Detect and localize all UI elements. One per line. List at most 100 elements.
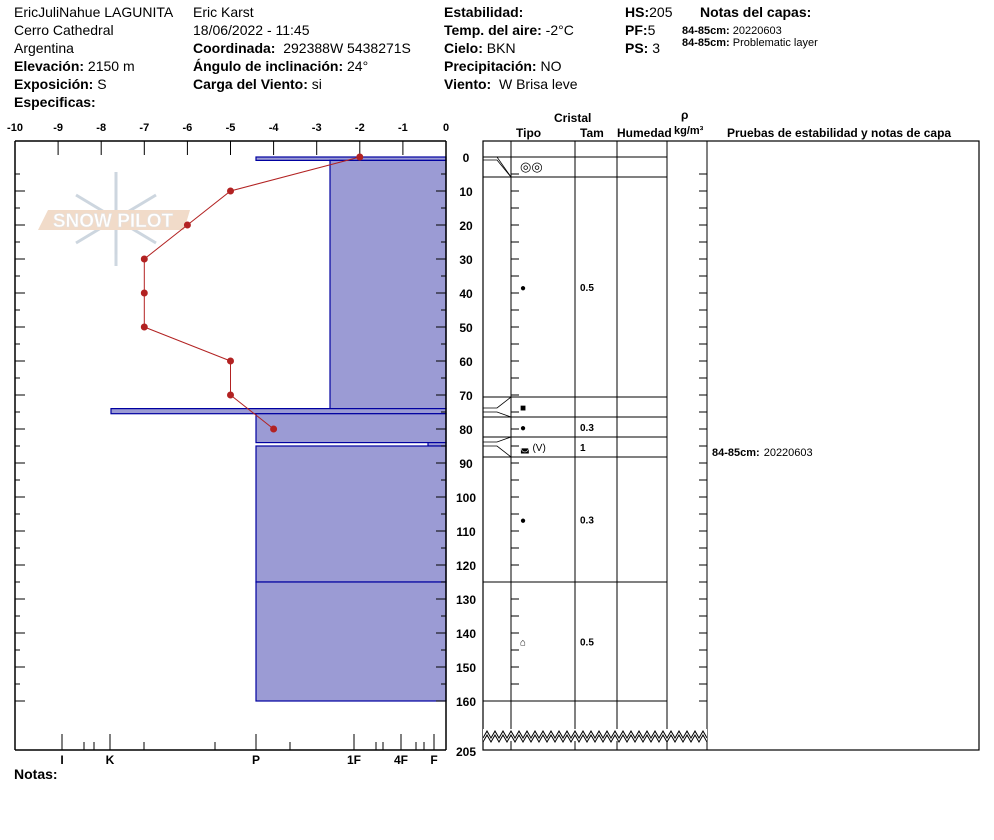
coord-label: Coordinada:	[193, 40, 276, 56]
stability-label: Estabilidad:	[444, 4, 524, 20]
hardness-tick-label: K	[106, 753, 115, 767]
logo-text: SNOW PILOT	[53, 211, 174, 232]
ps-value: 3	[652, 40, 661, 56]
depth-tick-label: 110	[456, 525, 476, 539]
table-border	[482, 140, 980, 751]
wind-load: Carga del Viento: si	[193, 76, 322, 92]
temperature-point	[227, 391, 234, 399]
hardness-layer-bar	[110, 408, 447, 415]
depth-tick-label: 80	[459, 423, 473, 437]
depth-tick-label: 20	[459, 219, 473, 233]
temperature-line	[143, 156, 360, 430]
crystal-type-symbol: ●	[520, 423, 526, 434]
tests-notes-header: Pruebas de estabilidad y notas de capa	[727, 126, 952, 140]
crystal-type-symbol: ■	[520, 403, 526, 414]
hardness-layers	[110, 156, 447, 702]
crystal-type-symbol: ◎◎	[520, 159, 543, 174]
temp-tick-label: -5	[226, 122, 236, 134]
depth-connector	[483, 159, 512, 178]
depth-tick-label: 40	[459, 287, 473, 301]
slope-value: 24°	[347, 58, 369, 74]
layer-test-note-value: 20220603	[764, 447, 813, 459]
axes: -10 -9 -8 -7 -6 -5 -4 -3 -2 -1 0010203040506070809…	[7, 122, 476, 767]
ps: PS: 3	[625, 40, 660, 56]
depth-connector	[483, 396, 512, 409]
crystal-size: 0.5	[580, 283, 594, 294]
crystal-size: 0.3	[580, 516, 594, 527]
hardness-tick-label: P	[252, 753, 260, 767]
temp-tick-label: -1	[398, 122, 408, 134]
sky-value: BKN	[486, 40, 516, 56]
hardness-tick-label: 1F	[347, 753, 361, 767]
temperature-point	[270, 425, 278, 433]
depth-tick-label: 70	[459, 389, 473, 403]
axis-break	[482, 733, 708, 744]
temp-tick-label: -3	[312, 122, 322, 134]
wind-load-label: Carga del Viento:	[193, 76, 308, 92]
depth-bottom-label: 205	[456, 745, 476, 759]
depth-tick-label: 30	[459, 253, 473, 267]
crystal-size: 0.3	[580, 423, 594, 434]
temp-tick-label: -7	[139, 122, 149, 134]
layer-notes-title: Notas del capas:	[700, 4, 812, 20]
crystal-type-symbol: ◛ (V)	[520, 443, 546, 454]
wind-load-value: si	[311, 76, 322, 92]
country: Argentina	[14, 40, 74, 56]
temperature-point	[140, 289, 148, 297]
specifics-label: Especificas:	[14, 94, 96, 110]
temperature-point	[356, 153, 364, 161]
hardness-layer-bar	[255, 413, 447, 444]
depth-connector	[483, 411, 512, 418]
hs: HS:205	[625, 4, 672, 20]
datetime: 18/06/2022 - 11:45	[193, 22, 310, 38]
sky-label: Cielo:	[444, 40, 483, 56]
hardness-tick-label: F	[430, 753, 437, 767]
temp-tick-label: -2	[355, 122, 365, 134]
wind: Viento: W Brisa leve	[444, 76, 578, 92]
elevation: Elevación: 2150 m	[14, 58, 135, 74]
aspect: Exposición: S	[14, 76, 107, 92]
depth-connector	[483, 436, 512, 443]
type-header: Tipo	[516, 126, 542, 140]
temperature-point	[227, 357, 234, 365]
temp-tick-label: -9	[53, 122, 63, 134]
layer-note-value: Problematic layer	[732, 37, 818, 49]
aspect-label: Exposición:	[14, 76, 94, 92]
temp-tick-label: 0	[443, 122, 449, 134]
depth-tick-label: 100	[456, 491, 476, 505]
coordinates: Coordinada: 292388W 5438271S	[193, 40, 411, 56]
precip-label: Precipitación:	[444, 58, 537, 74]
wind-label: Viento:	[444, 76, 492, 92]
axis-break	[482, 729, 708, 740]
crystal-size: 0.5	[580, 638, 594, 649]
notes-label: Notas:	[14, 766, 58, 782]
depth-tick-label: 50	[459, 321, 473, 335]
layer-note-label: 84-85cm:	[682, 25, 730, 37]
depth-connector	[483, 156, 512, 178]
layer-test-note-label: 84-85cm:	[712, 447, 760, 459]
ps-label: PS:	[625, 40, 649, 56]
layer-note-value: 20220603	[732, 25, 782, 37]
layer-note-item: 84-85cm: 20220603	[682, 25, 782, 37]
crystal-type-symbol: ⌂	[520, 638, 526, 649]
crystal-table	[482, 140, 980, 751]
observer-location: EricJuliNahue LAGUNITA	[14, 4, 174, 20]
moisture-header: Humedad	[617, 126, 672, 140]
elevation-label: Elevación:	[14, 58, 85, 74]
layer-note-label: 84-85cm:	[682, 37, 730, 49]
temperature-point	[183, 221, 191, 229]
depth-tick-label: 130	[456, 593, 476, 607]
depth-tick-label: 150	[456, 661, 476, 675]
depth-tick-label: 60	[459, 355, 473, 369]
depth-tick-label: 160	[456, 695, 476, 709]
precip-value: NO	[540, 58, 562, 74]
hardness-tick-label: I	[60, 753, 63, 767]
temp-tick-label: -4	[269, 122, 280, 134]
depth-tick-label: 120	[456, 559, 476, 573]
pf: PF:5	[625, 22, 655, 38]
hardness-layer-bar	[255, 445, 447, 583]
slope-angle: Ángulo de inclinación: 24°	[193, 58, 368, 74]
temperature-point	[227, 187, 234, 195]
depth-tick-label: 10	[459, 185, 473, 199]
